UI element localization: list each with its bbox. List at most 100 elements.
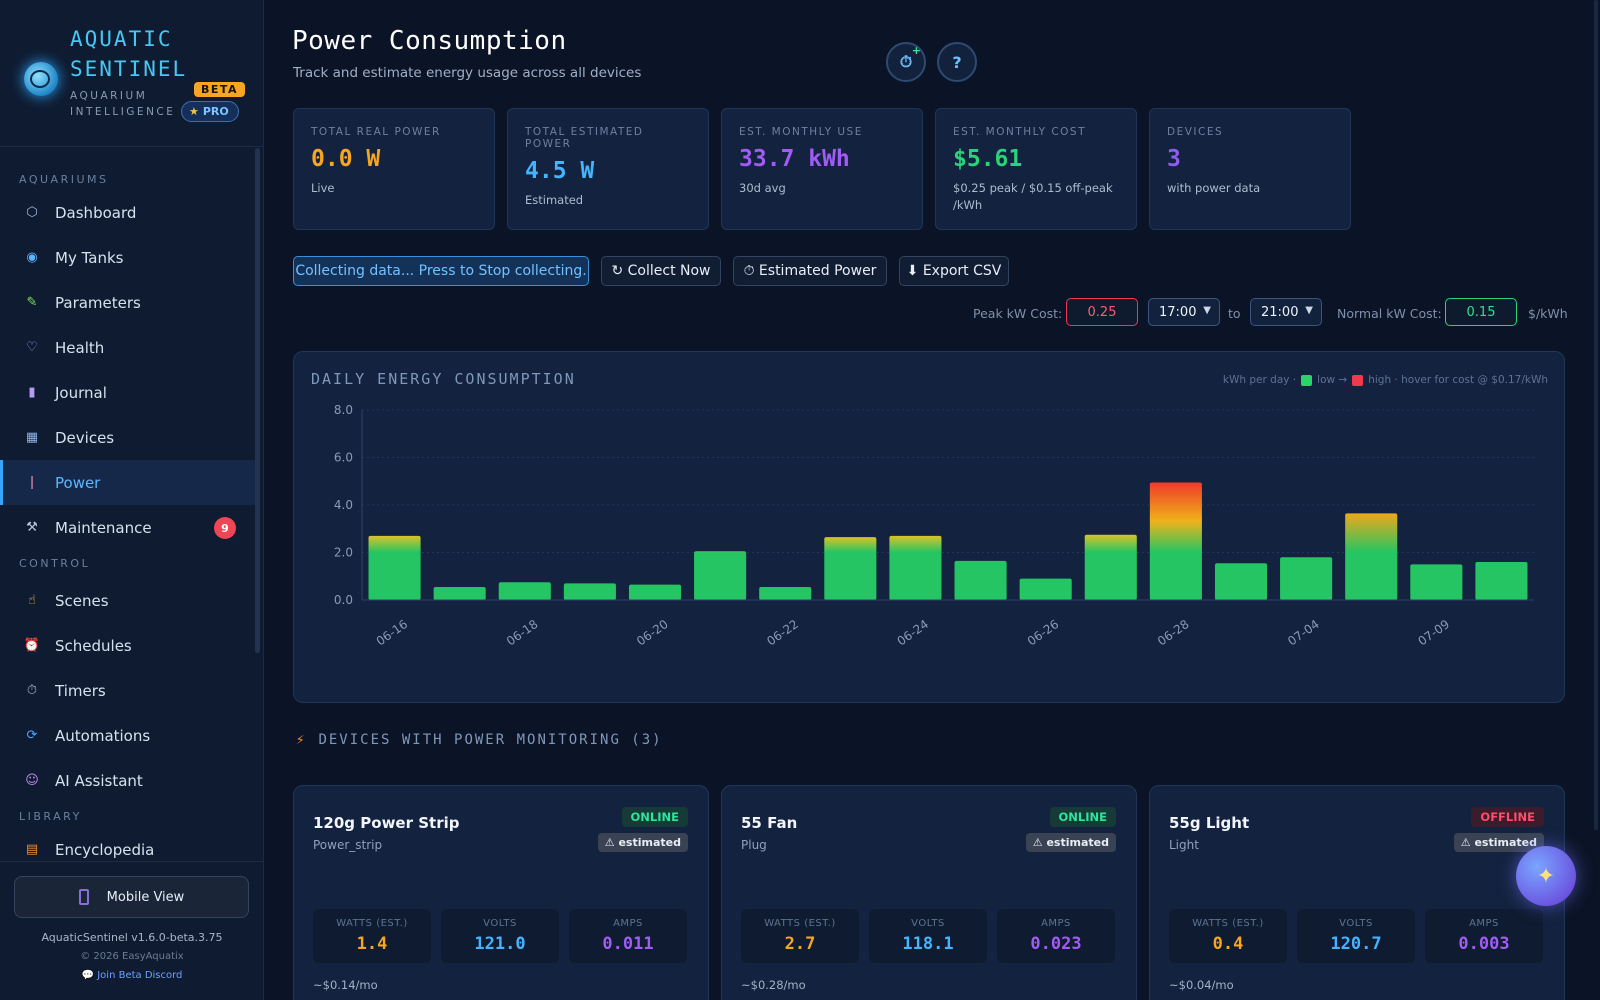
collect-now-button[interactable]: ↻ Collect Now	[601, 256, 721, 286]
bar-06-28[interactable]	[1149, 482, 1202, 600]
sidebar-scrollbar[interactable]	[255, 148, 260, 653]
device-card[interactable]: 55 Fan Plug ONLINE ⚠ estimated WATTS (ES…	[721, 785, 1137, 1000]
watts-metric: WATTS (EST.) 2.7	[741, 909, 859, 963]
bar-06-27[interactable]	[1084, 534, 1137, 600]
sidebar-item-scenes[interactable]: ☝ Scenes	[0, 578, 256, 623]
help-label: ?	[952, 52, 962, 72]
sidebar-item-automations[interactable]: ⟳ Automations	[0, 713, 256, 758]
metric-label: WATTS (EST.)	[1192, 918, 1264, 929]
bar-06-25[interactable]	[954, 560, 1007, 600]
plus-icon: +	[911, 44, 921, 57]
sidebar-item-journal[interactable]: ▮ Journal	[0, 370, 256, 415]
sidebar-item-encyclopedia[interactable]: ▤ Encyclopedia	[0, 827, 256, 860]
divider	[0, 146, 264, 147]
bar-06-19[interactable]	[563, 583, 616, 600]
status-badge: ONLINE	[1049, 807, 1116, 827]
peak-cost-input[interactable]: 0.25	[1066, 298, 1138, 326]
sidebar-item-label: Power	[55, 473, 101, 492]
brand-name: AQUATIC SENTINEL	[70, 27, 188, 81]
sidebar-item-parameters[interactable]: ✎ Parameters	[0, 280, 256, 325]
y-tick-label: 0.0	[334, 593, 353, 607]
mobile-view-button[interactable]: Mobile View	[14, 876, 249, 918]
peak-end-select[interactable]: 21:00 ▼	[1250, 298, 1322, 326]
estimated-badge: ⚠ estimated	[1453, 833, 1544, 852]
estimated-power-button[interactable]: ⏱ Estimated Power	[733, 256, 887, 286]
section-control: CONTROL	[19, 557, 91, 570]
stat-card-devices: DEVICES 3 with power data	[1149, 108, 1351, 230]
hexagon-icon: ⬡	[26, 205, 38, 220]
stat-note: Live	[311, 181, 335, 195]
metric-label: AMPS	[1469, 918, 1499, 929]
x-tick-label: 07-09	[1415, 617, 1452, 648]
legend-prefix: kWh per day ·	[1222, 374, 1297, 386]
device-card[interactable]: 55g Light Light OFFLINE ⚠ estimated WATT…	[1149, 785, 1565, 1000]
watts-value: 2.7	[784, 934, 816, 954]
sidebar-item-power[interactable]: ǀ Power	[0, 460, 256, 505]
bar-06-16[interactable]	[368, 535, 421, 600]
sidebar-item-schedules[interactable]: ⏰ Schedules	[0, 623, 256, 668]
help-button[interactable]: ?	[937, 42, 977, 82]
x-tick-label: 06-26	[1025, 617, 1062, 648]
hand-icon: ☝	[28, 593, 36, 608]
bar-06-24[interactable]	[889, 535, 942, 600]
normal-cost-label: Normal kW Cost:	[1337, 306, 1442, 321]
sidebar-item-label: Dashboard	[55, 203, 137, 222]
ai-assistant-fab[interactable]: ✦	[1516, 846, 1576, 906]
x-tick-label: 06-16	[374, 617, 411, 648]
y-tick-label: 4.0	[334, 498, 353, 512]
sidebar-item-dashboard[interactable]: ⬡ Dashboard	[0, 190, 256, 235]
fish-logo-icon	[24, 62, 58, 96]
stat-value: 0.0 W	[311, 146, 381, 172]
export-csv-button[interactable]: ⬇ Export CSV	[899, 256, 1009, 286]
sidebar-item-my-tanks[interactable]: ◉ My Tanks	[0, 235, 256, 280]
bar-06-21[interactable]	[694, 551, 747, 600]
x-tick-label: 06-18	[504, 617, 541, 648]
pro-badge[interactable]: ★ PRO	[181, 101, 239, 122]
sidebar-item-label: Encyclopedia	[55, 840, 155, 859]
lightning-icon: ⚡	[296, 732, 307, 748]
bar-07-10[interactable]	[1475, 562, 1528, 600]
discord-link[interactable]: 💬 Join Beta Discord	[0, 970, 264, 981]
bar-07-04[interactable]	[1280, 557, 1333, 600]
sidebar-item-timers[interactable]: ⏱ Timers	[0, 668, 256, 713]
fish-icon: ◉	[26, 250, 38, 265]
section-aquariums: AQUARIUMS	[19, 173, 109, 186]
bar-07-05[interactable]	[1345, 513, 1398, 600]
sidebar-item-ai-assistant[interactable]: ☺ AI Assistant	[0, 758, 256, 803]
bar-06-26[interactable]	[1019, 578, 1072, 600]
main-scrollbar[interactable]	[1594, 0, 1598, 830]
bar-07-09[interactable]	[1410, 564, 1463, 600]
volts-metric: VOLTS 121.0	[441, 909, 559, 963]
stat-card-total-real-power: TOTAL REAL POWER 0.0 W Live	[293, 108, 495, 230]
peak-start-select[interactable]: 17:00 ▼	[1148, 298, 1220, 326]
volts-metric: VOLTS 118.1	[869, 909, 987, 963]
sidebar-item-devices[interactable]: ▦ Devices	[0, 415, 256, 460]
metric-label: AMPS	[613, 918, 643, 929]
sidebar-nav: AQUARIUMS ⬡ Dashboard ◉ My Tanks ✎ Paramete…	[0, 160, 256, 860]
devices-icon: ▦	[25, 430, 39, 445]
sidebar-item-maintenance[interactable]: ⚒ Maintenance 9	[0, 505, 256, 550]
sidebar-item-health[interactable]: ♡ Health	[0, 325, 256, 370]
watts-value: 0.4	[1212, 934, 1244, 954]
status-badge: ONLINE	[621, 807, 688, 827]
add-timer-button[interactable]: ⏱ +	[886, 42, 926, 82]
metric-label: AMPS	[1041, 918, 1071, 929]
brand[interactable]: AQUATIC SENTINEL AQUARIUM INTELLIGENCE B…	[20, 22, 250, 132]
stat-note: $0.25 peak / $0.15 off-peak /kWh	[953, 181, 1113, 212]
alarm-clock-icon: ⏰	[23, 638, 41, 653]
stat-label: TOTAL REAL POWER	[311, 126, 441, 138]
bar-06-29[interactable]	[1214, 563, 1268, 600]
bar-06-22[interactable]	[759, 586, 812, 600]
stop-collecting-button[interactable]: Collecting data... Press to Stop collect…	[293, 256, 589, 286]
bar-06-20[interactable]	[628, 584, 682, 600]
robot-icon: ☺	[25, 773, 39, 788]
device-card[interactable]: 120g Power Strip Power_strip ONLINE ⚠ es…	[293, 785, 709, 1000]
notebook-icon: ▮	[28, 385, 36, 400]
to-label: to	[1228, 306, 1241, 321]
bar-06-23[interactable]	[824, 537, 877, 600]
bar-06-17[interactable]	[433, 586, 486, 600]
bar-06-18[interactable]	[498, 582, 551, 600]
normal-cost-input[interactable]: 0.15	[1445, 298, 1517, 326]
metric-label: VOLTS	[911, 918, 945, 929]
star-icon: ★	[189, 105, 199, 118]
